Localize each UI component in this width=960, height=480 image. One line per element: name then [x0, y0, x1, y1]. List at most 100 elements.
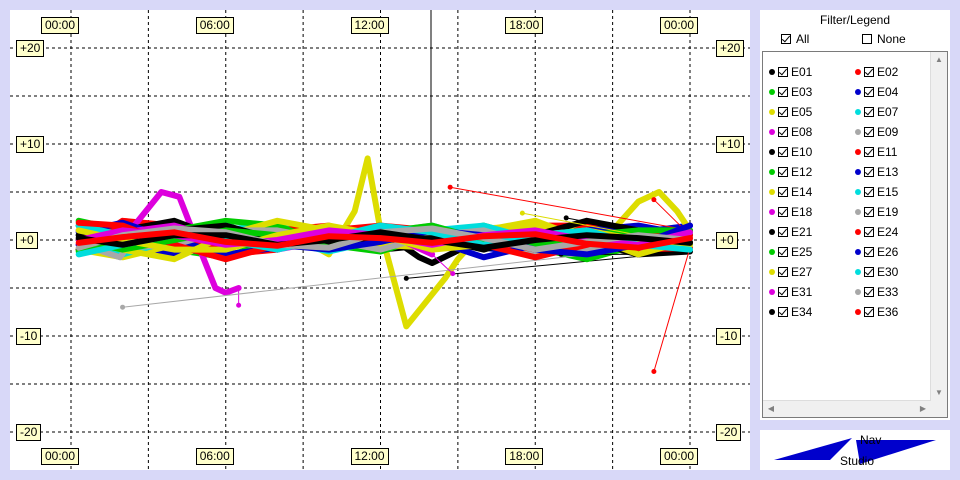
legend-label: E04 — [877, 85, 899, 99]
series-list[interactable]: E01 E02 E03 E04 E05 E07 E08 E09 E10 E11 E12 E13 E14 E… — [762, 51, 948, 418]
legend-item-e27[interactable]: E27 — [769, 264, 812, 280]
logo-right-wedge — [856, 440, 936, 464]
legend-item-e15[interactable]: E15 — [855, 184, 898, 200]
legend-checkbox[interactable] — [778, 187, 788, 197]
legend-label: E10 — [791, 145, 813, 159]
legend-item-e02[interactable]: E02 — [855, 64, 898, 80]
legend-checkbox[interactable] — [864, 87, 874, 97]
legend-item-e13[interactable]: E13 — [855, 164, 898, 180]
legend-checkbox[interactable] — [864, 107, 874, 117]
legend-checkbox[interactable] — [778, 267, 788, 277]
series-endpoint-e02 — [651, 369, 657, 375]
legend-label: E01 — [791, 65, 813, 79]
legend-checkbox[interactable] — [778, 247, 788, 257]
legend-item-e24[interactable]: E24 — [855, 224, 898, 240]
legend-item-e31[interactable]: E31 — [769, 284, 812, 300]
legend-checkbox[interactable] — [778, 207, 788, 217]
horizontal-scrollbar[interactable]: ◀ ▶ — [763, 400, 931, 417]
scroll-right-icon[interactable]: ▶ — [919, 404, 927, 413]
x-tick-label-bottom: 00:00 — [660, 448, 699, 465]
legend-item-e25[interactable]: E25 — [769, 244, 812, 260]
legend-color-dot — [855, 249, 861, 255]
legend-item-e18[interactable]: E18 — [769, 204, 812, 220]
legend-item-e21[interactable]: E21 — [769, 224, 812, 240]
x-tick-label-top: 06:00 — [195, 17, 234, 34]
all-checkbox[interactable]: All — [781, 32, 809, 46]
y-tick-label-left: +10 — [16, 136, 45, 153]
series-endpoint-e27 — [519, 210, 525, 216]
legend-item-e05[interactable]: E05 — [769, 104, 812, 120]
legend-color-dot — [769, 309, 775, 315]
legend-item-e30[interactable]: E30 — [855, 264, 898, 280]
legend-checkbox[interactable] — [778, 127, 788, 137]
legend-label: E30 — [877, 265, 899, 279]
legend-item-e08[interactable]: E08 — [769, 124, 812, 140]
y-tick-label-left: +0 — [16, 232, 38, 249]
legend-label: E18 — [791, 205, 813, 219]
legend-checkbox[interactable] — [864, 247, 874, 257]
legend-checkbox[interactable] — [864, 287, 874, 297]
none-checkbox[interactable]: None — [862, 32, 906, 46]
legend-item-e07[interactable]: E07 — [855, 104, 898, 120]
legend-item-e26[interactable]: E26 — [855, 244, 898, 260]
y-tick-label-left: -10 — [16, 328, 42, 345]
legend-checkbox[interactable] — [864, 127, 874, 137]
legend-checkbox[interactable] — [778, 287, 788, 297]
legend-color-dot — [855, 269, 861, 275]
legend-checkbox[interactable] — [778, 147, 788, 157]
legend-color-dot — [855, 289, 861, 295]
chart-svg — [10, 10, 750, 470]
series-line-e36 — [75, 229, 693, 251]
legend-checkbox[interactable] — [864, 167, 874, 177]
legend-item-e36[interactable]: E36 — [855, 304, 898, 320]
legend-checkbox[interactable] — [778, 307, 788, 317]
legend-checkbox[interactable] — [864, 147, 874, 157]
legend-color-dot — [855, 89, 861, 95]
legend-item-e34[interactable]: E34 — [769, 304, 812, 320]
legend-item-e04[interactable]: E04 — [855, 84, 898, 100]
legend-checkbox[interactable] — [778, 87, 788, 97]
legend-label: E19 — [877, 205, 899, 219]
scroll-left-icon[interactable]: ◀ — [767, 404, 775, 413]
logo-graphic — [774, 438, 936, 464]
legend-checkbox[interactable] — [864, 307, 874, 317]
logo-left-wedge — [774, 438, 852, 460]
legend-checkbox[interactable] — [778, 67, 788, 77]
legend-checkbox[interactable] — [864, 267, 874, 277]
legend-color-dot — [855, 229, 861, 235]
legend-checkbox[interactable] — [864, 67, 874, 77]
scroll-down-icon[interactable]: ▼ — [935, 388, 943, 397]
legend-label: E08 — [791, 125, 813, 139]
legend-item-e03[interactable]: E03 — [769, 84, 812, 100]
scroll-up-icon[interactable]: ▲ — [935, 55, 943, 64]
y-tick-label-right: +20 — [716, 40, 745, 57]
legend-checkbox[interactable] — [864, 227, 874, 237]
legend-checkbox[interactable] — [778, 107, 788, 117]
legend-item-e09[interactable]: E09 — [855, 124, 898, 140]
legend-item-e12[interactable]: E12 — [769, 164, 812, 180]
legend-item-e14[interactable]: E14 — [769, 184, 812, 200]
legend-checkbox[interactable] — [864, 187, 874, 197]
legend-checkbox[interactable] — [864, 207, 874, 217]
legend-label: E14 — [791, 185, 813, 199]
legend-checkbox[interactable] — [778, 227, 788, 237]
legend-color-dot — [769, 269, 775, 275]
legend-label: E27 — [791, 265, 813, 279]
series-spike-e02 — [653, 247, 691, 372]
logo-word-nav: Nav — [860, 433, 882, 447]
legend-color-dot — [769, 289, 775, 295]
legend-item-e10[interactable]: E10 — [769, 144, 812, 160]
none-checkbox-box[interactable] — [862, 34, 872, 44]
chart-plot-area[interactable]: 00:00 00:00 06:00 06:00 12:00 12:00 18:00 18:00… — [10, 10, 750, 470]
legend-checkbox[interactable] — [778, 167, 788, 177]
legend-label: E31 — [791, 285, 813, 299]
legend-item-e11[interactable]: E11 — [855, 144, 897, 160]
legend-item-e33[interactable]: E33 — [855, 284, 898, 300]
series-endpoint-e01 — [403, 275, 409, 281]
legend-color-dot — [769, 169, 775, 175]
vertical-scrollbar[interactable]: ▲ ▼ — [930, 52, 947, 401]
legend-item-e01[interactable]: E01 — [769, 64, 812, 80]
legend-item-e19[interactable]: E19 — [855, 204, 898, 220]
y-tick-label-right: +10 — [716, 136, 745, 153]
all-checkbox-box[interactable] — [781, 34, 791, 44]
